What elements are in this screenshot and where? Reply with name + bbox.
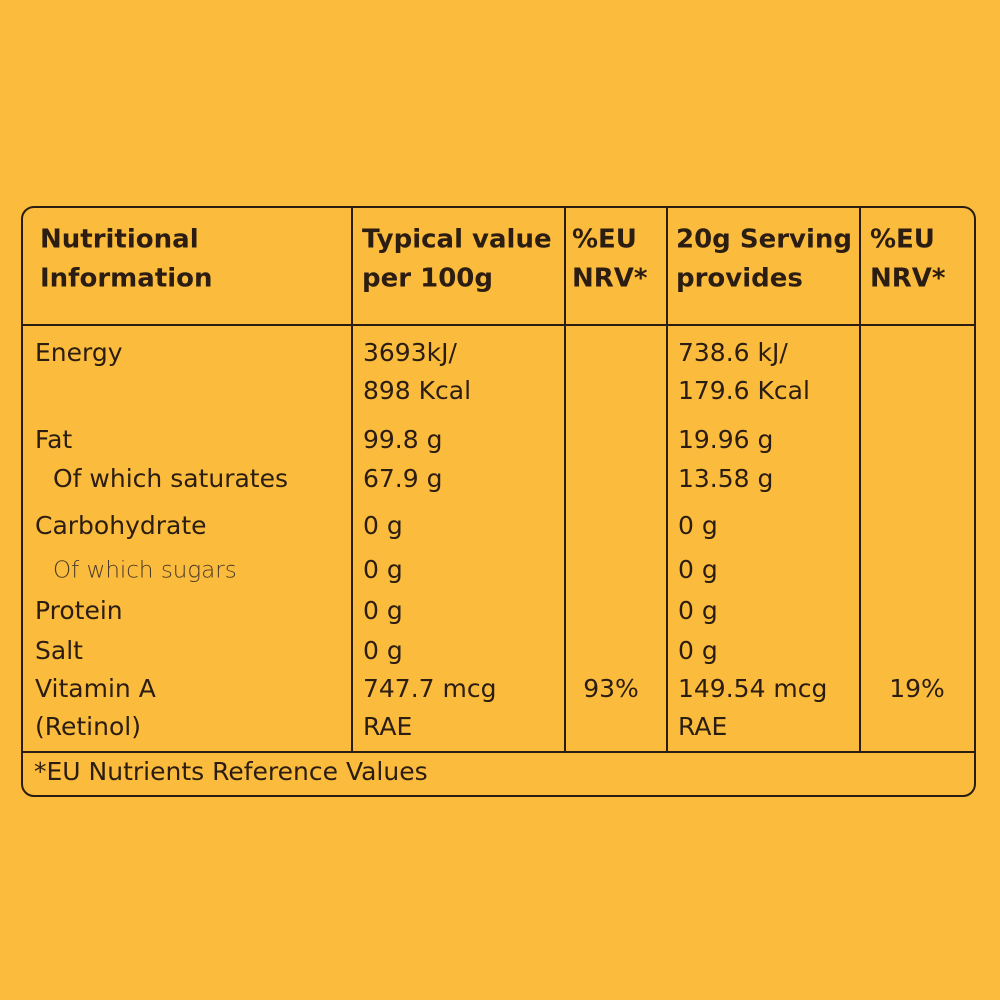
nutrient-value: 3693kJ/ <box>363 338 457 367</box>
header-cell: NRV* <box>870 264 946 294</box>
nutrient-value: 67.9 g <box>363 464 442 493</box>
nutrient-value: 898 Kcal <box>363 376 471 405</box>
nutrient-value: RAE <box>678 712 727 741</box>
header-cell: provides <box>676 264 803 294</box>
nutrient-value: 0 g <box>363 636 403 665</box>
header-cell: Information <box>40 264 213 294</box>
header-cell: Typical value <box>362 225 552 255</box>
nutrient-name: (Retinol) <box>35 712 141 741</box>
footnote: *EU Nutrients Reference Values <box>34 757 428 786</box>
nutrient-value: 0 g <box>363 555 403 584</box>
nutrient-name: Protein <box>35 596 123 625</box>
header-cell: %EU <box>572 225 637 255</box>
nutrient-name: Energy <box>35 338 123 367</box>
nutrient-value: 99.8 g <box>363 425 442 454</box>
nutrient-value: 179.6 Kcal <box>678 376 810 405</box>
nutrient-value: 0 g <box>363 596 403 625</box>
nutrient-value: 149.54 mcg <box>678 674 827 703</box>
nutrient-value: 0 g <box>678 555 718 584</box>
nutrient-value: RAE <box>363 712 412 741</box>
nutrient-value: 93% <box>583 674 639 703</box>
nutrient-name: Salt <box>35 636 83 665</box>
header-cell: per 100g <box>362 264 493 294</box>
nutrient-value: 19.96 g <box>678 425 773 454</box>
nutrient-value: 0 g <box>678 636 718 665</box>
nutrient-value: 13.58 g <box>678 464 773 493</box>
nutrient-name: Vitamin A <box>35 674 156 703</box>
nutrient-value: 0 g <box>363 511 403 540</box>
nutrient-name: Fat <box>35 425 72 454</box>
nutrient-name: Of which saturates <box>53 464 288 493</box>
nutrient-value: 0 g <box>678 596 718 625</box>
nutrient-value: 747.7 mcg <box>363 674 496 703</box>
nutrient-value: 19% <box>889 674 945 703</box>
header-cell: Nutritional <box>40 225 199 255</box>
nutrient-value: 0 g <box>678 511 718 540</box>
nutrient-name: Of which sugars <box>53 558 237 584</box>
header-cell: NRV* <box>572 264 648 294</box>
table-border <box>21 206 976 797</box>
header-cell: %EU <box>870 225 935 255</box>
nutrient-name: Carbohydrate <box>35 511 207 540</box>
nutrient-value: 738.6 kJ/ <box>678 338 788 367</box>
header-cell: 20g Serving <box>676 225 852 255</box>
